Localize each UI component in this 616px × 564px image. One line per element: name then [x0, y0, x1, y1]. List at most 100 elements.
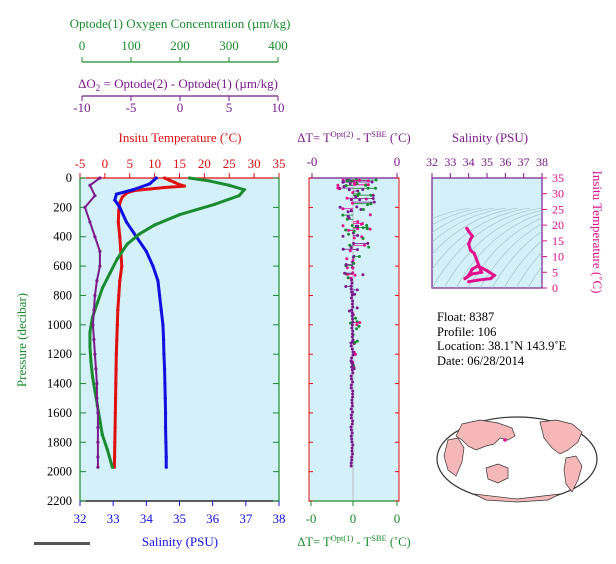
- delta-t-deep-point: [349, 377, 353, 381]
- logo-mark: [34, 542, 90, 545]
- ts-density-contour: [432, 207, 471, 220]
- delta-t-point: [341, 234, 345, 238]
- salinity-point: [156, 279, 160, 283]
- pressure-tick-label: 1400: [47, 377, 72, 391]
- delta-t-point: [353, 292, 357, 296]
- delta_o2-point: [88, 183, 92, 187]
- ts-point: [470, 234, 474, 238]
- ts-density-contour: [515, 251, 542, 288]
- pressure-tick-label: 2200: [47, 494, 72, 508]
- ts-point: [472, 251, 476, 255]
- pressure-tick-label: 0: [66, 171, 72, 185]
- salinity-point: [158, 293, 162, 298]
- pressure-tick-label: 1800: [47, 435, 72, 449]
- oxygen-point: [100, 286, 104, 290]
- delta-t-point: [357, 324, 361, 328]
- pressure-tick-label: 1000: [47, 318, 72, 332]
- delta-t-deep-point: [351, 338, 355, 342]
- delta-t-point: [346, 276, 350, 280]
- oxygen-point: [115, 257, 119, 261]
- delta-t-point: [349, 209, 353, 212]
- salinity-point: [162, 352, 166, 356]
- delta-t-point: [348, 249, 352, 253]
- delta-t-deep-point: [350, 431, 354, 435]
- temperature-point: [113, 425, 117, 430]
- ts-salinity-tick-label: 32: [426, 155, 438, 169]
- delta-t-point: [342, 180, 345, 184]
- ts-temperature-tick-label: 30: [552, 187, 564, 201]
- ts-point: [468, 237, 473, 241]
- oxygen-point: [110, 465, 114, 469]
- delta-t-point: [364, 197, 368, 201]
- oxygen-point: [187, 176, 192, 180]
- temperature-point: [148, 187, 152, 191]
- ts-density-contour: [432, 207, 542, 288]
- delta-t-point: [361, 188, 365, 191]
- delta-t-deep-point: [351, 320, 355, 324]
- ts-point: [467, 229, 471, 233]
- delta-t-top-tick-label: 0: [394, 154, 401, 169]
- ts-temperature-tick-label: 20: [552, 218, 564, 232]
- delta-t-deep-point: [350, 422, 354, 426]
- delta_o2-point: [95, 381, 99, 386]
- ts-temperature-tick-label: 10: [552, 250, 564, 264]
- delta_o2-point: [96, 411, 100, 415]
- salinity-tick-label: 38: [273, 511, 286, 526]
- delta-t-deep-point: [351, 329, 355, 333]
- pressure-tick-label: 200: [53, 200, 72, 214]
- delta-t-panel: ΔT= TOpt(2) - TSBE (˚C) ΔT= TOpt(1) - TS…: [297, 129, 410, 549]
- ts-density-contour: [503, 240, 542, 288]
- temperature-point: [116, 308, 120, 312]
- delta_o2-point: [96, 465, 100, 469]
- delta_o2-point: [83, 205, 87, 209]
- salinity-point: [161, 323, 165, 327]
- delta-t-bottom-tick-label: -0: [306, 511, 317, 526]
- temperature-point: [112, 455, 117, 459]
- salinity-point: [159, 308, 163, 312]
- delta_o2-point: [88, 220, 92, 224]
- ts-point: [470, 272, 474, 276]
- delta_o2-point: [93, 235, 97, 239]
- ts-density-contour: [564, 208, 616, 288]
- delta-o2-axis: ΔO2 = Optode(2) - Optode(1) (µm/kg) -10 -…: [73, 76, 284, 115]
- ts-point: [467, 273, 471, 277]
- salinity-tick-label: 36: [206, 511, 220, 526]
- delta-t-point: [352, 261, 356, 265]
- delta-t-deep-point: [350, 356, 353, 360]
- temperature-axis-title: Insitu Temperature (˚C): [118, 130, 241, 145]
- oxygen-point: [88, 330, 92, 334]
- ts-density-contour: [432, 207, 519, 255]
- ts-point: [470, 267, 474, 271]
- pressure-tick-label: 1600: [47, 406, 72, 420]
- delta-t-point: [359, 208, 363, 211]
- ts-density-contour: [491, 230, 542, 288]
- salinity-point: [163, 411, 168, 415]
- delta-t-point: [346, 214, 350, 218]
- delta-t-deep-point: [349, 341, 353, 345]
- salinity-point: [124, 220, 129, 224]
- delta-t-deep-point: [349, 386, 353, 390]
- ts-point: [467, 280, 471, 284]
- temperature-tick-label: 30: [248, 156, 261, 171]
- delta-t-point: [353, 273, 357, 277]
- salinity-tick-label: 35: [173, 511, 186, 526]
- temperature-tick-label: 0: [102, 156, 109, 171]
- ts-point: [479, 270, 484, 274]
- pressure-tick-label: 600: [53, 259, 72, 273]
- temperature-point: [162, 185, 167, 190]
- delta-t-top-tick-label: -0: [307, 154, 318, 169]
- delta-t-deep-point: [349, 425, 353, 429]
- ts-temperature-tick-label: 15: [552, 234, 564, 248]
- delta-t-deep-point: [349, 296, 353, 300]
- temperature-tick-label: 20: [198, 156, 211, 171]
- south-america-landmass: [563, 455, 583, 493]
- pressure-tick-label: 1200: [47, 347, 72, 361]
- oxygen-point: [93, 389, 97, 393]
- oxygen-tick-label: 0: [79, 38, 86, 53]
- oxygen-point: [207, 179, 211, 183]
- temperature-point: [115, 323, 119, 327]
- salinity-tick-label: 37: [239, 511, 253, 526]
- delta-t-deep-point: [351, 299, 355, 303]
- delta-t-deep-point: [351, 410, 354, 414]
